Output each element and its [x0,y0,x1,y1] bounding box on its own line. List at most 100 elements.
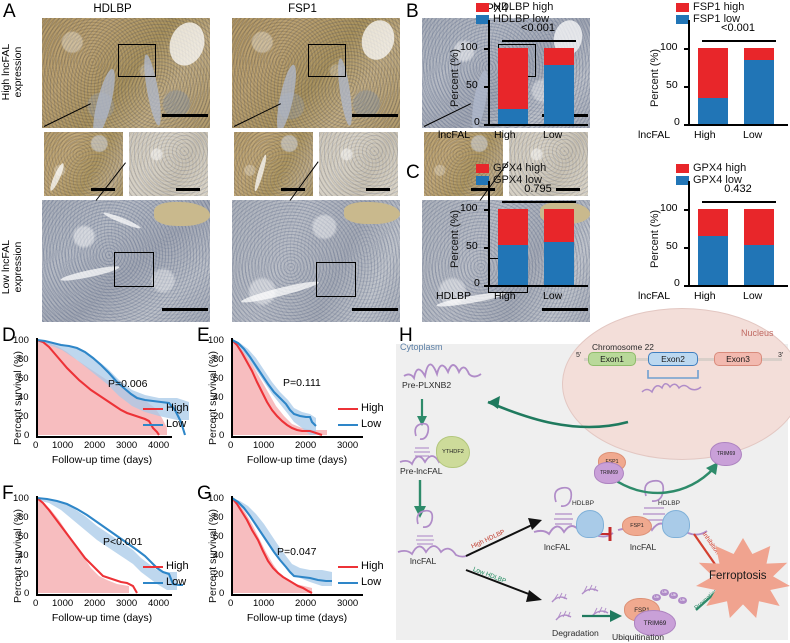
y-tick-c2-0: 0 [674,277,680,289]
bar-c1-high [498,209,528,285]
legend-swatch-low [676,175,689,185]
row-label-high-lncfal: High lncFAL expression [0,20,42,130]
x-tick-g-1000: 1000 [253,598,275,609]
y-tick-e-0: 0 [219,430,225,441]
y-tick-f-20: 20 [18,569,29,580]
hdlbp-mid-label: HDLBP [572,500,594,507]
ub-tag: Ub [660,589,669,596]
x-tick-f-2000: 2000 [84,598,106,609]
survival-plot-d: Percent survival (%) 100 80 60 40 20 0 P… [0,330,196,480]
x-tick-f-0: 0 [33,598,39,609]
x-tick-g-2000: 2000 [295,598,317,609]
x-tick-c2-low: Low [743,290,763,302]
legend-b2: FSP1 high FSP1 low [676,1,744,25]
y-axis-b1 [488,20,490,125]
legend-line-e-high [338,408,358,411]
legend-label-b1-low: HDLBP low [493,13,550,26]
y-tick-e-60: 60 [213,373,224,384]
exon2: Exon2 [648,352,698,366]
y-tick-g-0: 0 [219,588,225,599]
pvalue-e: P=0.111 [283,377,321,389]
x-axis-d [36,436,172,438]
panel-letter-b: B [406,1,419,22]
x-tick-b1-low: Low [543,129,563,141]
x-tick-f-3000: 3000 [116,598,138,609]
row-label-low-line2: expression [12,241,24,293]
y-tick-g-80: 80 [213,512,224,523]
lncfal-left-label: lncFAL [410,556,437,566]
micrograph-hdlbp-high [42,18,210,128]
legend-label-c2-low: GPX4 low [693,174,742,187]
legend-c2: GPX4 high GPX4 low [676,162,746,186]
panel-letter-c: C [406,162,420,183]
legend-label-b2-low: FSP1 low [693,13,741,26]
x-axis-f [36,594,172,596]
zoom-box-hdlbp-low [114,252,154,287]
pvalue-bar-c1 [502,201,576,203]
legend-c1: GPX4 high GPX4 low [476,162,546,186]
y-tick-b1-50: 50 [466,79,478,91]
pvalue-b1: <0.001 [521,22,555,34]
y-tick-f-60: 60 [18,531,29,542]
panel-letter-e: E [197,325,210,346]
high-hdlbp-arrow-label: High HDLBP [470,528,507,551]
y-tick-f-100: 100 [13,493,29,504]
x-tick-b2-low: Low [743,129,763,141]
y-tick-g-20: 20 [213,569,224,580]
x-tick-b2-high: High [694,129,716,141]
legend-label-f-low: Low [166,576,187,588]
panel-letter-h: H [399,325,413,346]
fsp1-bound-protein: FSP1 [622,516,652,536]
x-tick-d-3000: 3000 [116,440,138,451]
x-group-label-b2: lncFAL [638,129,671,141]
chromosome-label: Chromosome 22 [592,342,654,352]
x-tick-e-0: 0 [228,440,234,451]
y-tick-g-100: 100 [208,493,224,504]
survival-plot-e: Percent survival (%) 100 80 60 40 20 0 P… [195,330,391,480]
x-group-label-c2: lncFAL [638,290,671,302]
x-axis-label-d: Follow-up time (days) [51,454,153,466]
y-tick-d-20: 20 [18,411,29,422]
pvalue-c2: 0.432 [724,183,752,195]
x-tick-d-4000: 4000 [148,440,170,451]
inset-fsp1-high [232,130,315,198]
x-tick-d-0: 0 [33,440,39,451]
legend-label-b2-high: FSP1 high [693,1,745,13]
hdlbp-protein-right [662,510,690,538]
lncfal-mid-label: lncFAL [544,542,571,552]
x-tick-e-1000: 1000 [253,440,275,451]
x-tick-d-1000: 1000 [52,440,74,451]
bar-b2-low [744,48,774,124]
legend-line-f-high [143,566,163,569]
y-tick-d-60: 60 [18,373,29,384]
legend-line-d-high [143,408,163,411]
chart-b2: FSP1 high FSP1 low Percent (%) 100 50 0 … [638,0,790,160]
chart-b1: HDLBP high HDLBP low Percent (%) 100 50 … [438,0,600,160]
x-axis-label-f: Follow-up time (days) [51,612,153,624]
column-header-fsp1: FSP1 [288,3,317,15]
legend-label-c1-low: GPX4 low [493,174,542,187]
micrograph-fsp1-high [232,18,400,128]
legend-label-b1-high: HDLBP high [493,1,554,13]
row-label-low-line1: Low lncFAL [0,239,12,295]
x-axis-label-e: Follow-up time (days) [246,454,348,466]
pre-lncfal-label: Pre-lncFAL [400,466,443,476]
legend-label-g-high: High [361,560,384,572]
row-label-high-line1: High lncFAL [0,43,12,101]
ub-tag: Ub [678,597,687,604]
legend-label-f-high: High [166,560,189,572]
y-axis-d [36,338,38,438]
chart-c1: GPX4 high GPX4 low Percent (%) 100 50 0 … [436,161,600,321]
pvalue-b2: <0.001 [721,22,755,34]
y-tick-b1-0: 0 [474,116,480,128]
x-tick-e-3000: 3000 [337,440,359,451]
legend-label-c2-high: GPX4 high [693,162,747,174]
y-tick-e-40: 40 [213,392,224,403]
y-tick-d-100: 100 [13,335,29,346]
y-axis-c1 [488,181,490,286]
y-tick-c1-50: 50 [466,240,478,252]
x-tick-f-1000: 1000 [52,598,74,609]
ferroptosis-label: Ferroptosis [709,570,767,582]
x-axis-c2 [688,285,788,287]
